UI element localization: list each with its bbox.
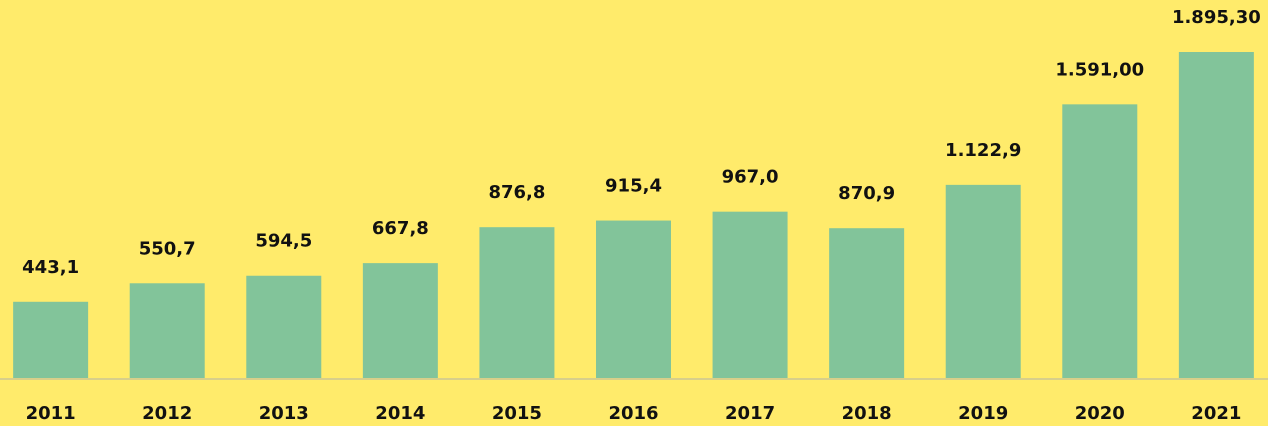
- value-label: 550,7: [139, 238, 196, 259]
- x-tick-label: 2018: [842, 403, 892, 424]
- x-tick-label: 2019: [958, 403, 1008, 424]
- bar: [712, 211, 788, 378]
- x-tick-label: 2015: [492, 403, 542, 424]
- bar: [246, 275, 322, 378]
- bar: [1178, 52, 1254, 378]
- bar: [596, 220, 671, 378]
- value-label: 667,8: [372, 218, 429, 239]
- bar: [829, 228, 905, 378]
- x-tick-label: 2016: [608, 403, 658, 424]
- x-tick-label: 2013: [259, 403, 309, 424]
- value-label: 594,5: [255, 231, 312, 252]
- x-tick-label: 2012: [142, 403, 192, 424]
- value-label: 876,8: [488, 182, 545, 203]
- value-label: 1.895,30: [1172, 7, 1261, 28]
- bar: [129, 283, 205, 378]
- x-tick-label: 2014: [375, 403, 425, 424]
- bar: [1062, 104, 1138, 379]
- x-tick-label: 2011: [26, 403, 76, 424]
- bar: [479, 227, 555, 378]
- value-label: 967,0: [722, 167, 779, 188]
- x-tick-label: 2017: [725, 403, 775, 424]
- value-label: 1.591,00: [1055, 59, 1144, 80]
- bar: [945, 184, 1021, 378]
- x-tick-label: 2020: [1075, 403, 1125, 424]
- value-label: 1.122,9: [945, 140, 1021, 161]
- value-label: 870,9: [838, 183, 895, 204]
- bar: [13, 301, 89, 378]
- value-label: 915,4: [605, 176, 662, 197]
- bar: [362, 263, 438, 378]
- x-tick-label: 2021: [1191, 403, 1241, 424]
- value-label: 443,1: [22, 257, 79, 278]
